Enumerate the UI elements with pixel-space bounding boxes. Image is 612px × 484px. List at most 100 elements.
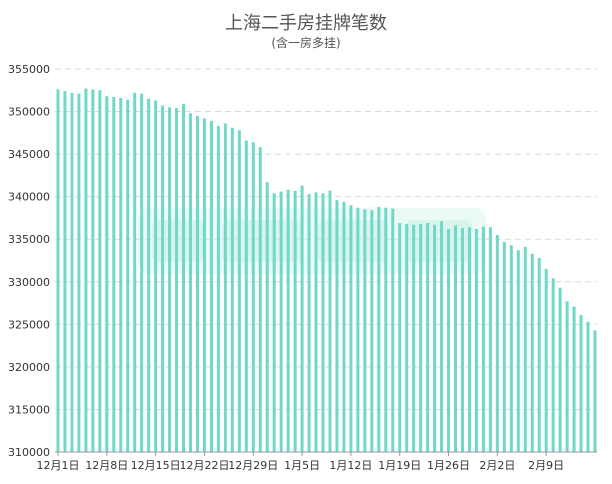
- bar: [412, 224, 416, 452]
- bar: [286, 189, 290, 453]
- bar: [133, 92, 137, 452]
- bar: [460, 228, 464, 452]
- x-tick-label: 1月12日: [329, 459, 372, 472]
- bar: [356, 207, 360, 452]
- x-tick-label: 12月8日: [85, 459, 128, 472]
- bar: [454, 225, 458, 452]
- y-axis-tick-labels: 355000 350000 345000 340000 335000 330000 3250…: [8, 63, 50, 459]
- bar: [251, 142, 255, 452]
- bar: [189, 113, 193, 452]
- bar: [342, 201, 346, 452]
- bar: [551, 278, 555, 452]
- bar: [474, 229, 478, 452]
- bar: [300, 185, 304, 452]
- bar: [419, 223, 423, 452]
- bar-series: [56, 88, 597, 453]
- bar: [509, 245, 513, 452]
- bar: [593, 330, 597, 452]
- y-tick-label: 330000: [8, 276, 50, 289]
- bar: [195, 115, 199, 452]
- bar: [433, 224, 437, 452]
- bar: [105, 96, 109, 453]
- bar: [586, 321, 590, 452]
- x-tick-label: 2月2日: [479, 459, 515, 472]
- bar: [126, 99, 130, 452]
- bar: [328, 190, 332, 452]
- bar: [335, 200, 339, 452]
- grid-lines: [55, 68, 597, 410]
- bar: [140, 93, 144, 453]
- bar: [161, 105, 165, 452]
- bar: [147, 98, 151, 452]
- bar: [377, 206, 381, 452]
- x-tick-label: 1月5日: [284, 459, 320, 472]
- bar: [84, 88, 88, 452]
- bar: [293, 190, 297, 452]
- y-tick-label: 310000: [8, 446, 50, 459]
- bar: [565, 301, 569, 452]
- bar: [447, 229, 451, 452]
- bar: [237, 130, 241, 452]
- bar: [244, 140, 248, 453]
- bar: [223, 123, 227, 452]
- bar: [307, 194, 311, 453]
- y-tick-label: 340000: [8, 191, 50, 204]
- bar: [321, 193, 325, 452]
- bar: [516, 250, 520, 452]
- x-tick-label: 1月26日: [427, 459, 470, 472]
- bar: [119, 97, 123, 452]
- bar: [272, 193, 276, 452]
- bar: [70, 92, 74, 452]
- bar: [502, 241, 506, 452]
- x-tick-label: 2月9日: [528, 459, 564, 472]
- x-tick-label: 1月19日: [378, 459, 421, 472]
- y-tick-label: 345000: [8, 148, 50, 161]
- bar: [398, 223, 402, 452]
- bar: [579, 314, 583, 452]
- bar: [112, 97, 116, 452]
- y-tick-label: 315000: [8, 403, 50, 416]
- bar: [495, 234, 499, 452]
- bar: [426, 223, 430, 452]
- bar: [202, 118, 206, 453]
- bar: [209, 120, 213, 453]
- x-tick-label: 12月29日: [228, 459, 278, 472]
- y-tick-label: 325000: [8, 318, 50, 331]
- bar: [523, 246, 527, 452]
- bar: [530, 253, 534, 452]
- bar: [265, 182, 269, 452]
- chart-title: 上海二手房挂牌笔数: [225, 13, 387, 34]
- x-tick-label: 12月22日: [179, 459, 229, 472]
- bar: [467, 227, 471, 452]
- bar: [405, 223, 409, 452]
- bar: [488, 227, 492, 452]
- bar: [370, 210, 374, 452]
- bar: [537, 257, 541, 452]
- bar: [558, 287, 562, 452]
- bar: [279, 191, 283, 452]
- y-tick-label: 350000: [8, 106, 50, 119]
- bar: [349, 205, 353, 452]
- x-tick-label: 12月1日: [37, 459, 80, 472]
- bar: [182, 103, 186, 453]
- bar: [572, 306, 576, 452]
- y-tick-label: 355000: [8, 63, 50, 76]
- bar: [56, 89, 60, 453]
- bar: [154, 100, 158, 453]
- bar: [384, 207, 388, 452]
- chart-subtitle: (含一房多挂): [271, 36, 341, 50]
- bar: [77, 93, 81, 453]
- x-tick-label: 12月15日: [131, 459, 181, 472]
- y-tick-label: 335000: [8, 233, 50, 246]
- y-tick-label: 320000: [8, 361, 50, 374]
- bar: [391, 208, 395, 452]
- bar: [63, 91, 67, 452]
- bar: [481, 226, 485, 452]
- bar: [314, 192, 318, 452]
- bar: [216, 126, 220, 453]
- bar: [363, 209, 367, 452]
- bar: [175, 108, 179, 453]
- bar: [168, 107, 172, 453]
